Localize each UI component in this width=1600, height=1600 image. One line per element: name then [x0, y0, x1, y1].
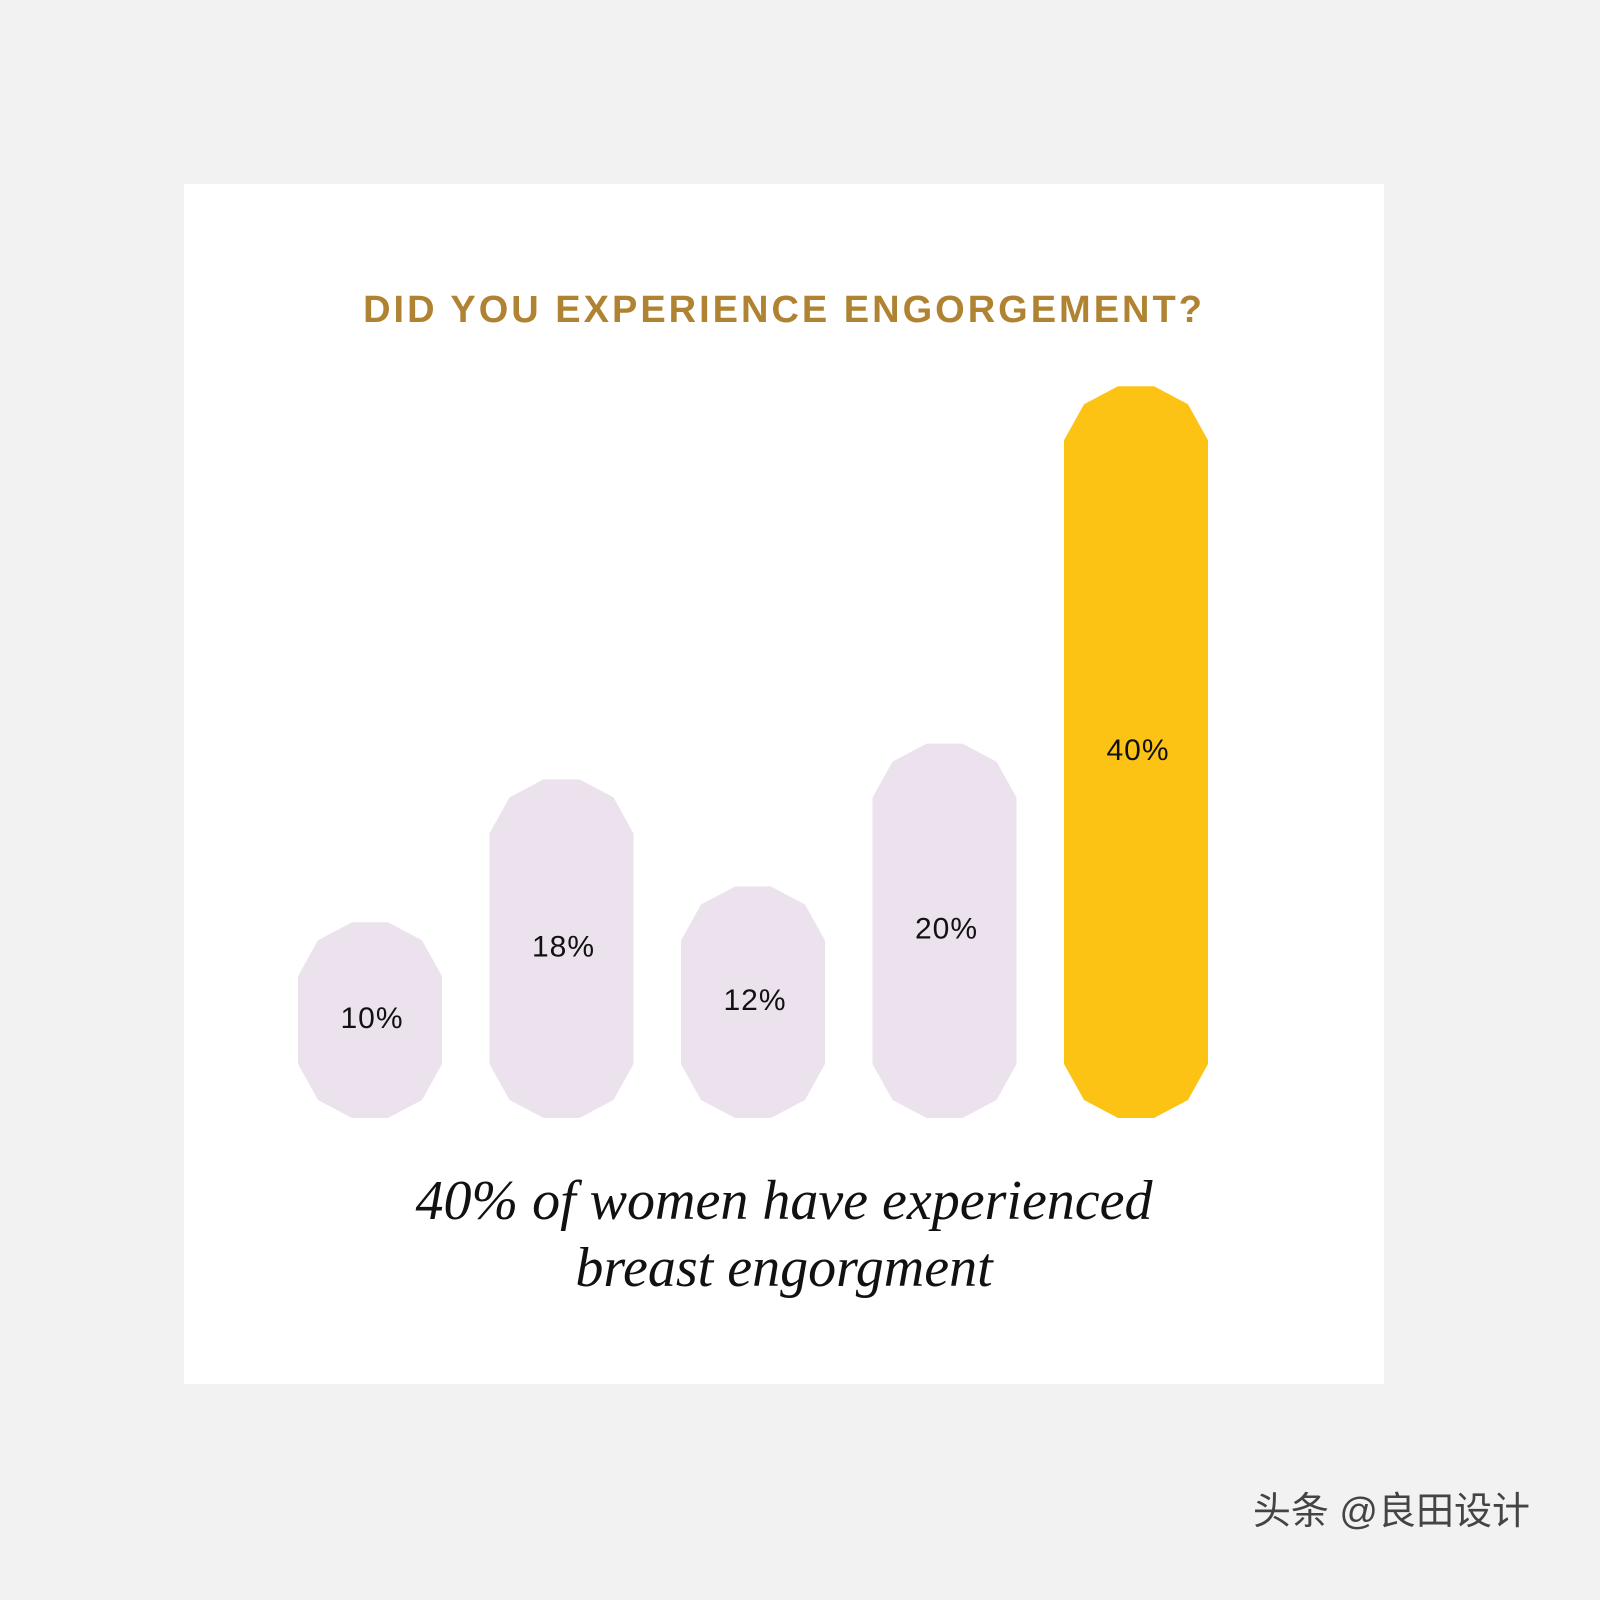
bar: [1064, 386, 1208, 1118]
chart-title: DID YOU EXPERIENCE ENGORGEMENT?: [363, 289, 1205, 331]
value-label: 12%: [723, 984, 786, 1017]
bar: [681, 886, 825, 1118]
watermark: 头条 @良田设计: [1253, 1491, 1530, 1533]
value-label: 10%: [340, 1002, 403, 1035]
annotation: breast engorgment: [575, 1237, 994, 1299]
bar: [489, 779, 634, 1118]
bar: [872, 743, 1017, 1118]
value-label: 20%: [915, 913, 978, 946]
bar: [298, 922, 442, 1118]
annotation: 40% of women have experienced: [415, 1170, 1153, 1232]
value-label: 18%: [532, 931, 595, 964]
value-label: 40%: [1106, 734, 1169, 767]
